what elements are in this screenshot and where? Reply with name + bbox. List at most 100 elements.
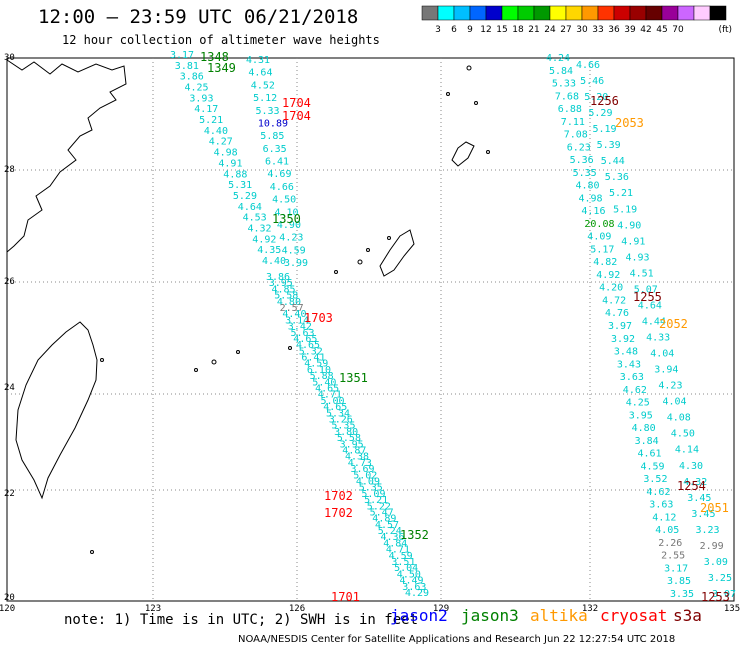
swh-value: 4.23 [279,233,303,244]
swh-value: 3.85 [667,576,691,587]
swh-value: 4.82 [593,257,617,268]
color-scale-tick: 9 [467,25,473,35]
swh-value: 2.99 [700,541,724,552]
swh-value: 5.19 [593,124,617,135]
color-scale-tick: 42 [640,25,651,35]
swh-value: 5.32 [299,346,323,357]
swh-value: 4.12 [652,512,676,523]
swh-value: 4.04 [650,349,674,360]
color-swatch [709,5,727,21]
swh-value: 4.65 [315,384,339,395]
swh-value: 7.08 [564,130,588,141]
color-scale-tick: 70 [672,25,684,35]
swh-value: 3.63 [620,372,644,383]
swh-value: 3.45 [687,493,711,504]
swh-value: 4.59 [282,245,306,256]
color-scale-tick: 3 [435,25,441,35]
swh-value: 4.04 [663,397,687,408]
color-scale-legend: 3 6 9 12 15 18 21 24 27 30 33 36 39 42 45 70 (ft) [421,5,732,35]
swh-value: 4.71 [318,390,342,401]
track-id-label: 1701 [331,590,360,604]
legend-jason2: jason2 [390,606,448,625]
swh-value: 3.86 [180,72,204,83]
swh-value: 4.71 [386,545,410,556]
swh-value: 5.36 [570,155,594,166]
swh-value: 3.26 [329,415,353,426]
swh-value: 6.10 [307,365,331,376]
swh-value: 4.40 [262,256,286,267]
track-id-label: 2051 [700,501,729,515]
swh-value: 4.72 [602,296,626,307]
taiwan-coastline [15,321,98,500]
swh-value: 4.66 [576,60,600,71]
swh-value: 5.40 [312,377,336,388]
swh-value: 4.59 [641,461,665,472]
swh-value: 3.51 [391,557,415,568]
swh-value: 3.95 [269,278,293,289]
legend-altika: altika [530,606,588,625]
swh-value: 5.07 [634,284,658,295]
swh-value: 3.52 [643,474,667,485]
track-id-label: 1256 [590,94,619,108]
swh-value: 5.00 [321,396,345,407]
okinawa-coastline [379,229,415,277]
swh-value: 3.94 [654,365,678,376]
map-grid [7,58,734,601]
latitude-label: 24 [4,383,15,393]
swh-value: 4.24 [546,53,570,64]
color-scale-tick: 21 [528,25,539,35]
swh-value: 5.33 [256,106,280,117]
swh-value: 4.17 [194,104,218,115]
swh-value: 5.58 [337,433,361,444]
legend-jason3: jason3 [461,606,519,625]
swh-value: 3.86 [266,272,290,283]
footer-credit: NOAA/NESDIS Center for Satellite Applica… [238,634,676,645]
swh-value: 5.46 [580,76,604,87]
swh-value: 4.90 [617,220,641,231]
swh-value: 5.35 [359,483,383,494]
swh-value: 5.12 [253,93,277,104]
coastlines [6,59,475,500]
swh-value: 5.29 [588,108,612,119]
swh-value: 4.51 [630,268,654,279]
swh-value: 2.55 [661,551,685,562]
swh-value: 5.31 [228,180,252,191]
color-scale-tick: 39 [624,25,636,35]
swh-value: 4.25 [626,398,650,409]
longitude-label: 135 [724,604,740,614]
color-scale-tick: 18 [512,25,524,35]
swh-value: 4.52 [251,80,275,91]
swh-value: 4.08 [667,413,691,424]
swh-value: 4.33 [646,333,670,344]
footer-note: note: 1) Time is in UTC; 2) SWH is in fe… [64,612,419,628]
swh-value: 3.42 [288,322,312,333]
latitude-labels: 30 28 26 24 22 20 [4,53,15,603]
china-coastline [6,59,127,253]
color-scale-tick: 24 [544,25,556,35]
swh-value: 4.91 [218,158,242,169]
latitude-label: 30 [4,53,15,63]
small-islands [90,65,490,554]
swh-value: 4.73 [348,458,372,469]
swh-value: 4.59 [304,359,328,370]
swh-value: 4.65 [323,402,347,413]
track-id-label: 1703 [304,311,333,325]
swh-value: 4.50 [272,195,296,206]
color-scale-tick: 30 [576,25,588,35]
swh-value: 3.69 [351,464,375,475]
longitude-label: 129 [433,604,449,614]
swh-value: 6.41 [265,157,289,168]
swh-value: 4.30 [679,461,703,472]
swh-value: 4.10 [275,207,299,218]
swh-value: 20.08 [584,219,614,230]
swh-value: 4.23 [658,381,682,392]
track-id-label: 1254 [677,479,706,493]
swh-value: 3.93 [189,93,213,104]
swh-value: 7.11 [561,117,585,128]
color-scale-tick: 36 [608,25,620,35]
swh-value: 4.53 [243,213,267,224]
swh-value: 4.59 [389,551,413,562]
latitude-label: 22 [4,489,15,499]
swh-value: 3.63 [402,582,426,593]
